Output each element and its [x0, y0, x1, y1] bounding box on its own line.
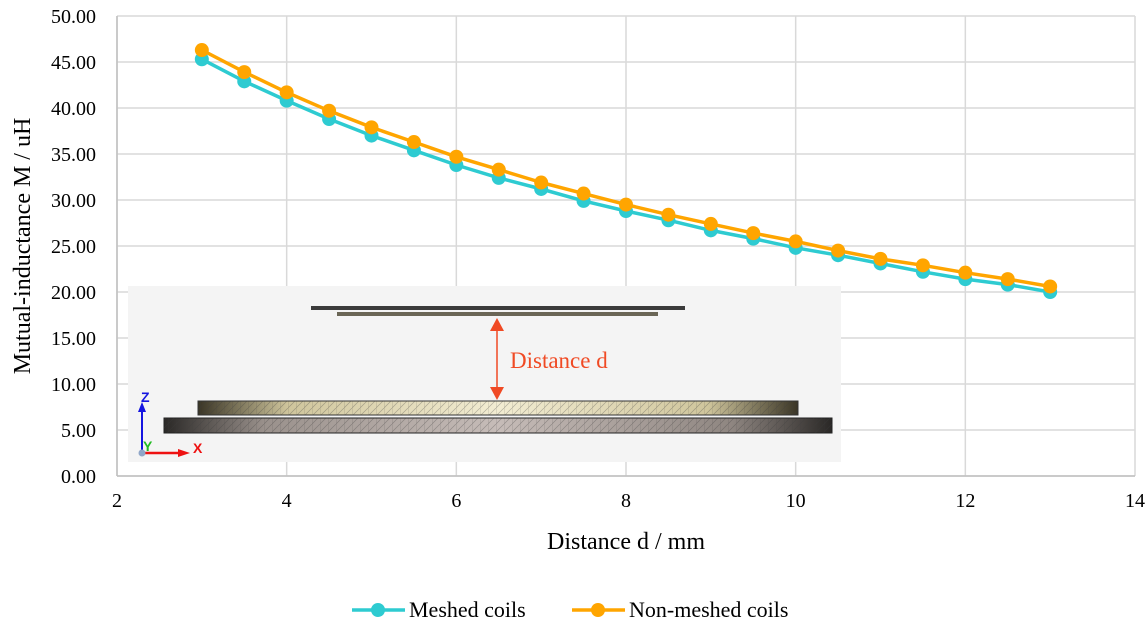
- legend-label: Meshed coils: [409, 597, 526, 622]
- legend: Meshed coils Non-meshed coils: [352, 597, 788, 622]
- data-series: [194, 43, 1058, 299]
- legend-item: Non-meshed coils: [572, 597, 788, 622]
- y-tick-label: 20.00: [51, 282, 96, 304]
- data-point: [364, 120, 379, 135]
- x-tick-label: 12: [955, 490, 975, 512]
- x-axis-title: Distance d / mm: [547, 529, 705, 555]
- data-point: [873, 251, 888, 266]
- x-tick-label: 2: [112, 490, 122, 512]
- data-point: [194, 43, 209, 58]
- x-tick-label: 6: [451, 490, 461, 512]
- y-tick-label: 50.00: [51, 6, 96, 28]
- y-tick-label: 45.00: [51, 52, 96, 74]
- data-point: [746, 226, 761, 241]
- legend-item: Meshed coils: [352, 597, 526, 622]
- x-tick-label: 8: [621, 490, 631, 512]
- data-point: [534, 175, 549, 190]
- series-non-meshed-coils: [194, 43, 1058, 294]
- z-axis-label: Z: [141, 389, 150, 405]
- data-point: [449, 149, 464, 164]
- distance-d-label: Distance d: [510, 348, 608, 373]
- y-axis-label: Y: [143, 438, 153, 454]
- y-tick-label: 5.00: [61, 420, 96, 442]
- y-tick-label: 35.00: [51, 144, 96, 166]
- axes: 0.00 5.00 10.00 15.00 20.00 25.00 30.00 35.00 40…: [51, 6, 1145, 512]
- y-axis-title: Mutual-inductance M / uH: [10, 118, 36, 375]
- y-tick-label: 25.00: [51, 236, 96, 258]
- data-point: [619, 197, 633, 212]
- coil-model-inset: Distance d Z Y X: [128, 286, 841, 462]
- data-point: [788, 234, 803, 249]
- legend-marker: [591, 603, 605, 617]
- y-tick-label: 0.00: [61, 466, 96, 488]
- data-point: [491, 162, 506, 177]
- data-point: [831, 243, 846, 258]
- data-point: [703, 216, 718, 231]
- x-tick-label: 10: [786, 490, 806, 512]
- legend-label: Non-meshed coils: [629, 597, 788, 622]
- y-tick-label: 15.00: [51, 328, 96, 350]
- data-point: [915, 258, 930, 273]
- axis-triad-icon: Z Y X: [138, 389, 203, 457]
- data-point: [279, 85, 294, 100]
- y-tick-label: 40.00: [51, 98, 96, 120]
- lower-coil-inner-mesh: [198, 401, 798, 415]
- upper-coil-inner: [337, 312, 658, 316]
- x-tick-label: 4: [282, 490, 292, 512]
- legend-marker: [371, 603, 385, 617]
- data-point: [406, 135, 421, 150]
- data-point: [1043, 279, 1058, 294]
- x-axis-label: X: [193, 440, 203, 456]
- data-point: [322, 103, 337, 118]
- data-point: [237, 65, 252, 80]
- data-point: [958, 265, 973, 280]
- y-tick-label: 30.00: [51, 190, 96, 212]
- upper-coil-outer: [311, 306, 685, 310]
- distance-arrow: [490, 318, 504, 400]
- data-point: [1000, 272, 1015, 287]
- y-tick-label: 10.00: [51, 374, 96, 396]
- x-tick-label: 14: [1125, 490, 1145, 512]
- data-point: [661, 207, 676, 222]
- data-point: [576, 186, 591, 201]
- lower-coil-outer-mesh: [164, 418, 832, 433]
